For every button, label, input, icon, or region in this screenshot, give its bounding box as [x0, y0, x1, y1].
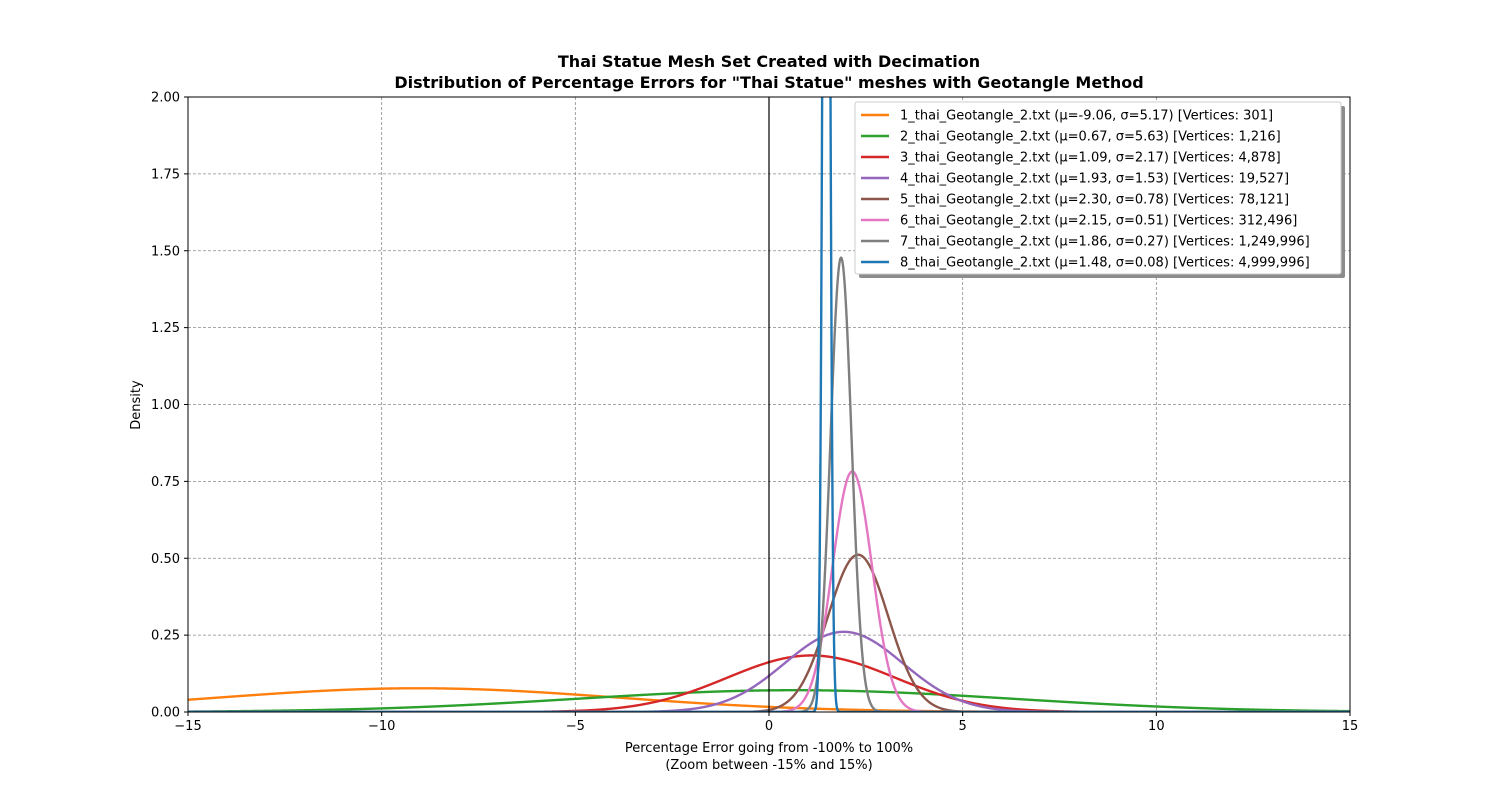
y-axis-ticks: 0.00 0.25 0.50 0.75 1.00 1.25 1.50 1.75 2.00	[151, 91, 188, 721]
legend-label: 8_thai_Geotangle_2.txt (μ=1.48, σ=0.08) …	[900, 256, 1310, 271]
legend: 1_thai_Geotangle_2.txt (μ=-9.06, σ=5.17)…	[854, 101, 1345, 278]
x-tick-label: 10	[1148, 719, 1165, 734]
x-axis-label: Percentage Error going from -100% to 100…	[625, 741, 913, 756]
legend-label: 7_thai_Geotangle_2.txt (μ=1.86, σ=0.27) …	[900, 235, 1310, 250]
y-tick-label: 1.00	[151, 398, 180, 413]
y-tick-label: 0.00	[151, 706, 180, 721]
x-tick-label: −10	[368, 719, 395, 734]
chart-subtitle: Distribution of Percentage Errors for "T…	[394, 73, 1143, 92]
y-tick-label: 2.00	[151, 91, 180, 106]
x-tick-label: 5	[959, 719, 967, 734]
x-tick-label: 0	[765, 719, 773, 734]
x-axis-label-zoom-note: (Zoom between -15% and 15%)	[665, 758, 872, 773]
y-tick-label: 1.75	[151, 167, 180, 182]
legend-label: 3_thai_Geotangle_2.txt (μ=1.09, σ=2.17) …	[900, 151, 1281, 166]
y-tick-label: 1.50	[151, 244, 180, 259]
x-tick-label: −5	[566, 719, 585, 734]
y-tick-label: 0.75	[151, 475, 180, 490]
y-tick-label: 0.50	[151, 552, 180, 567]
legend-entries: 1_thai_Geotangle_2.txt (μ=-9.06, σ=5.17)…	[861, 109, 1310, 271]
legend-label: 4_thai_Geotangle_2.txt (μ=1.93, σ=1.53) …	[900, 172, 1289, 187]
x-tick-label: −15	[174, 719, 201, 734]
y-tick-label: 1.25	[151, 321, 180, 336]
x-tick-label: 15	[1342, 719, 1359, 734]
x-axis-ticks: −15 −10 −5 0 5 10 15	[174, 712, 1358, 734]
legend-label: 2_thai_Geotangle_2.txt (μ=0.67, σ=5.63) …	[900, 130, 1281, 145]
legend-label: 1_thai_Geotangle_2.txt (μ=-9.06, σ=5.17)…	[900, 109, 1273, 124]
legend-box	[854, 101, 1342, 275]
legend-label: 5_thai_Geotangle_2.txt (μ=2.30, σ=0.78) …	[900, 193, 1289, 208]
y-axis-label: Density	[129, 380, 144, 430]
chart-title: Thai Statue Mesh Set Created with Decima…	[558, 52, 980, 71]
legend-label: 6_thai_Geotangle_2.txt (μ=2.15, σ=0.51) …	[900, 214, 1297, 229]
y-tick-label: 0.25	[151, 629, 180, 644]
